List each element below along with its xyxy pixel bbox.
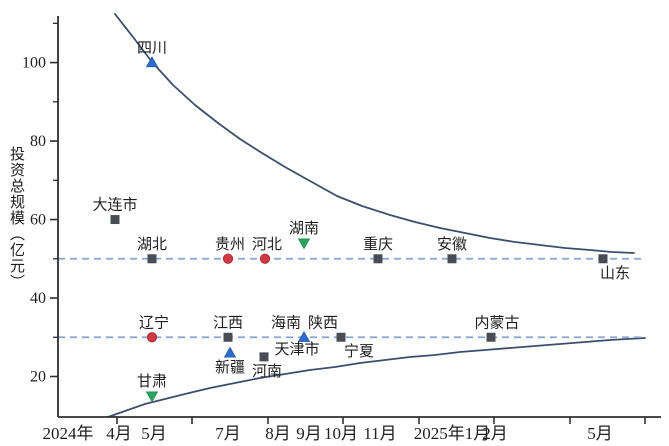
data-point-label-辽宁: 辽宁 — [139, 314, 169, 331]
data-point-label-湖南: 湖南 — [289, 220, 319, 237]
data-point-marker-海南 — [297, 330, 311, 342]
data-point-marker-内蒙古 — [486, 332, 496, 342]
x-tick-label: 4月 — [106, 424, 132, 443]
y-tick-label: 80 — [30, 133, 46, 150]
x-tick-label: 10月 — [324, 424, 358, 443]
data-point-marker-湖北 — [147, 254, 157, 264]
data-point-label-山东: 山东 — [600, 265, 630, 282]
data-point-marker-山东 — [598, 254, 608, 264]
y-tick-label: 40 — [30, 290, 46, 307]
data-point-marker-贵州 — [222, 253, 234, 264]
y-tick-label: 60 — [30, 212, 46, 229]
data-point-label-陕西: 陕西 — [308, 314, 338, 331]
data-point-marker-辽宁 — [146, 332, 158, 343]
y-axis-title: 投资总规模（亿元） — [8, 146, 24, 290]
data-point-marker-大连市 — [110, 215, 120, 225]
data-point-label-海南: 海南 — [271, 314, 301, 331]
data-point-label-内蒙古: 内蒙古 — [474, 314, 519, 331]
data-point-label-甘肃: 甘肃 — [137, 373, 167, 390]
data-point-marker-陕西 — [336, 332, 346, 342]
data-point-marker-湖南 — [297, 238, 311, 250]
data-point-marker-河北 — [259, 253, 271, 264]
data-point-marker-安徽 — [447, 254, 457, 264]
upper-envelope-curve — [114, 13, 635, 254]
data-point-label-河北: 河北 — [252, 236, 282, 253]
x-tick-label: 2024年 — [43, 424, 94, 443]
data-point-marker-河南 — [259, 352, 269, 362]
data-point-label-河南: 河南 — [252, 363, 282, 380]
x-tick-label: 5月 — [141, 424, 167, 443]
data-point-label-江西: 江西 — [213, 314, 243, 331]
data-point-label-天津市: 天津市 — [274, 341, 319, 358]
lower-envelope-curve — [107, 337, 646, 418]
data-point-marker-甘肃 — [145, 391, 159, 403]
x-tick-label: 11月 — [363, 424, 396, 443]
data-point-label-贵州: 贵州 — [215, 236, 245, 253]
data-point-label-新疆: 新疆 — [215, 359, 245, 376]
data-point-marker-四川 — [145, 56, 159, 68]
data-point-label-湖北: 湖北 — [137, 236, 167, 253]
data-point-marker-新疆 — [223, 346, 237, 358]
data-point-marker-重庆 — [373, 254, 383, 264]
data-point-label-重庆: 重庆 — [363, 236, 393, 253]
x-tick-label: 7月 — [215, 424, 241, 443]
x-tick-label: 2月 — [482, 424, 508, 443]
data-point-label-安徽: 安徽 — [437, 236, 467, 253]
data-point-marker-江西 — [223, 332, 233, 342]
x-tick-label: 9月 — [296, 424, 322, 443]
y-tick-label: 20 — [30, 369, 46, 386]
x-tick-label: 2025年1月 — [414, 424, 491, 443]
y-tick-label: 100 — [22, 55, 46, 72]
data-point-label-大连市: 大连市 — [92, 197, 137, 214]
data-point-label-宁夏: 宁夏 — [344, 343, 374, 360]
x-tick-label: 8月 — [265, 424, 291, 443]
data-point-label-四川: 四川 — [137, 41, 167, 57]
x-tick-label: 5月 — [587, 424, 613, 443]
